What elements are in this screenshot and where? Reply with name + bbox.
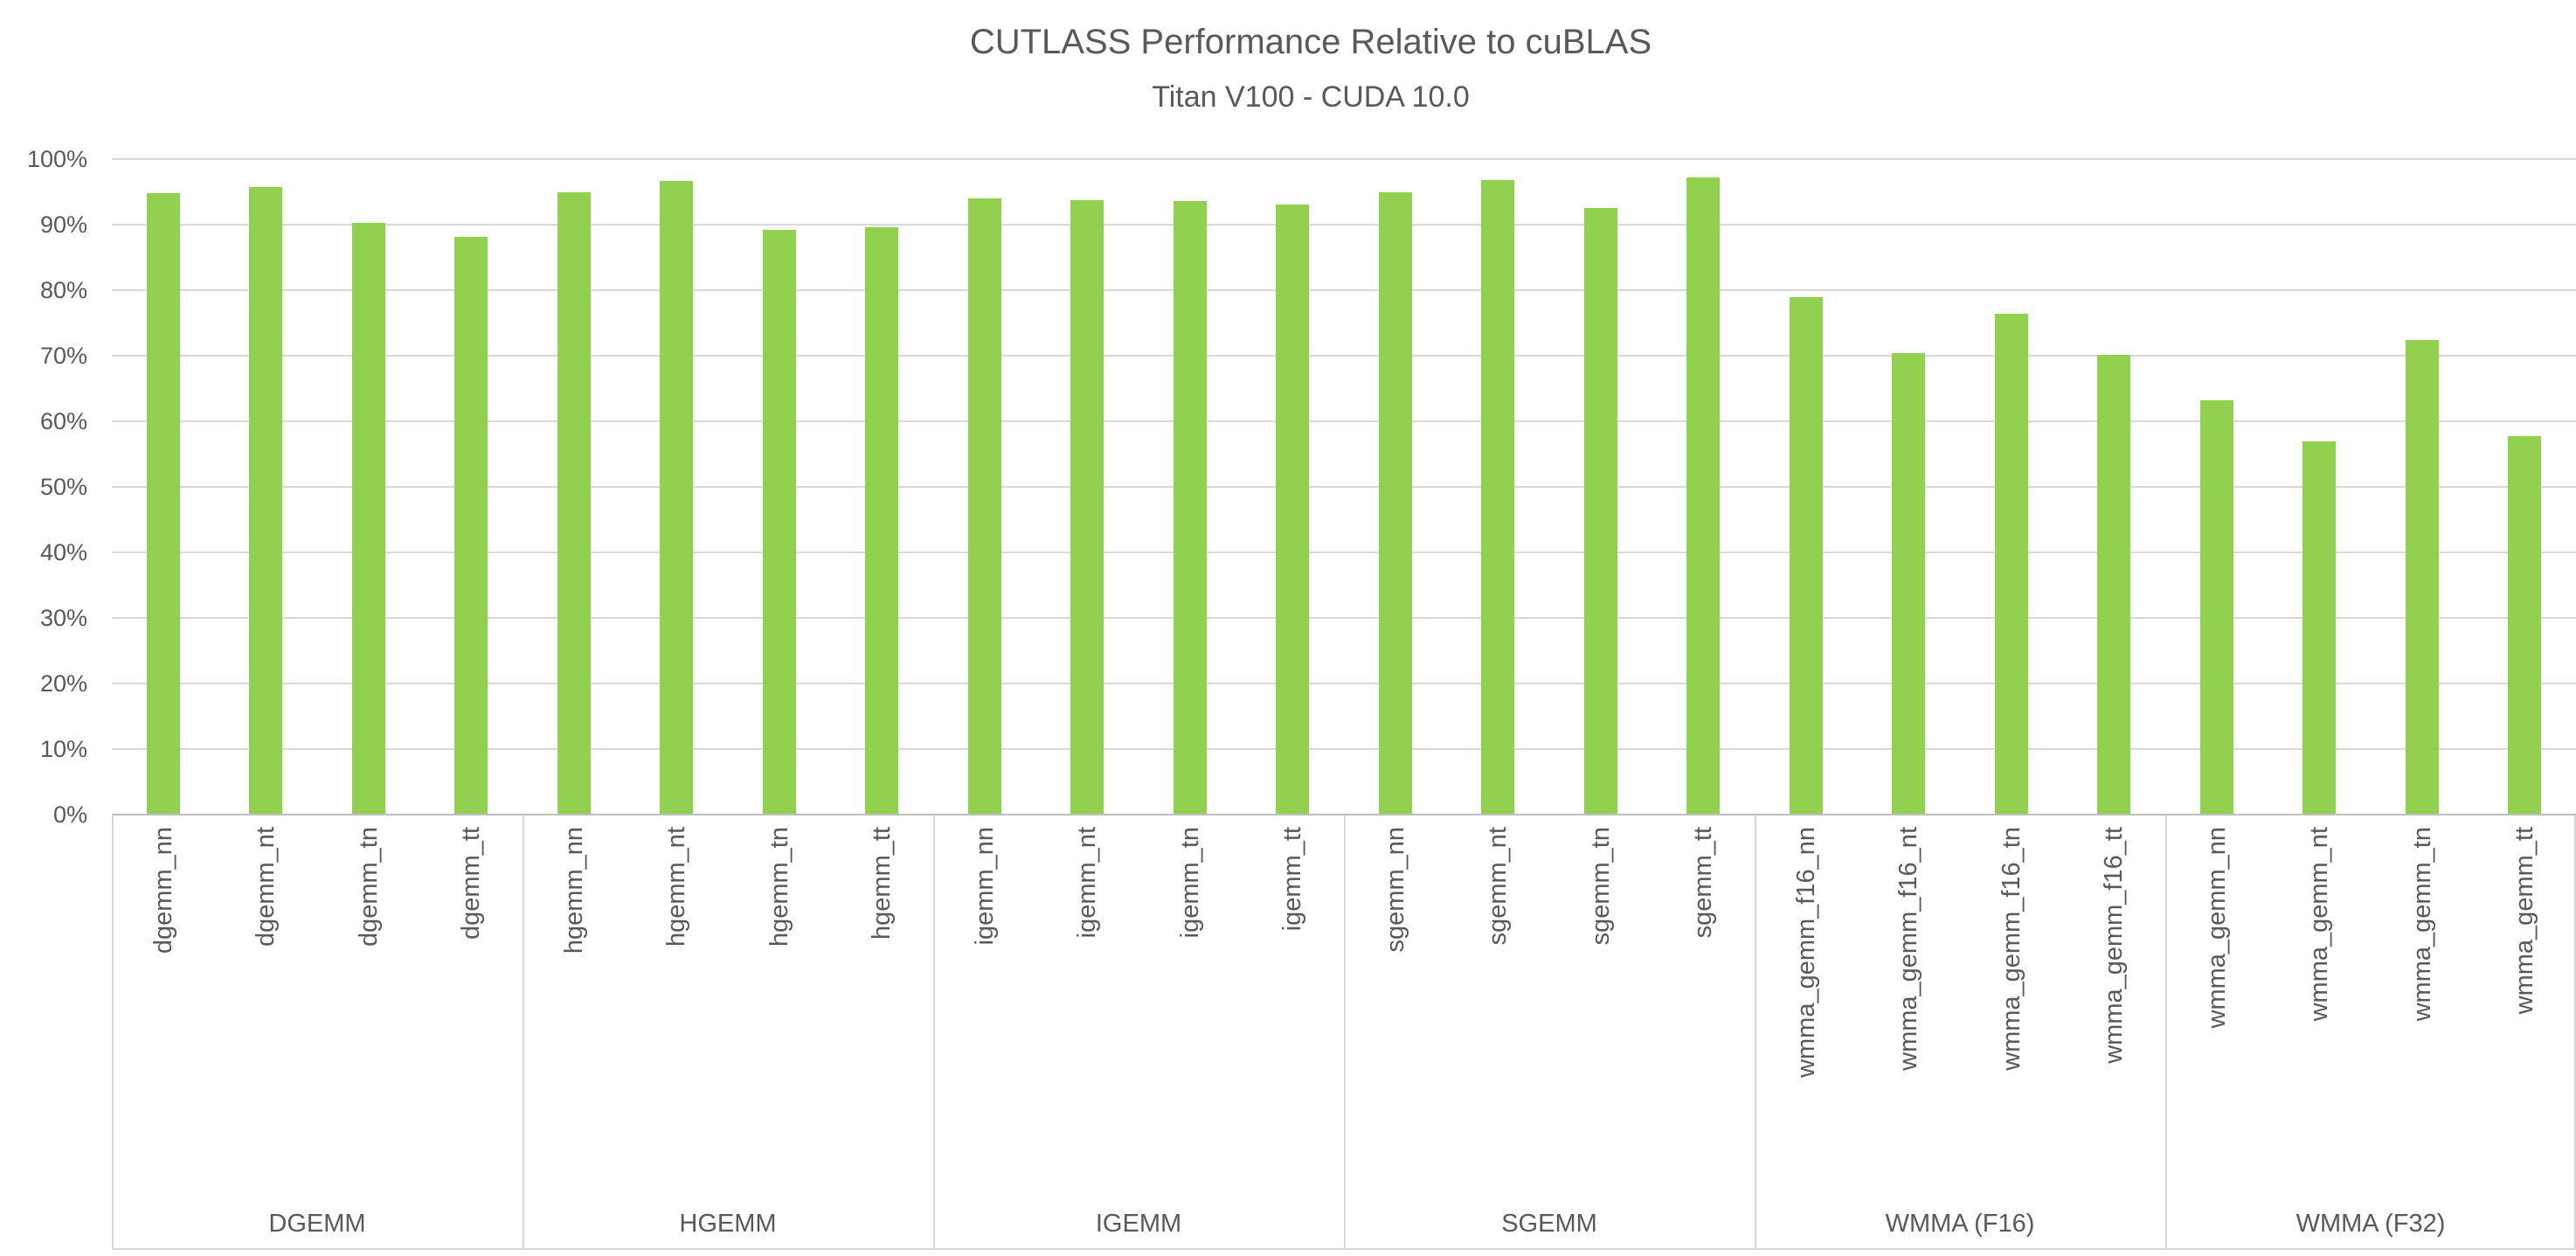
chart-subtitle: Titan V100 - CUDA 10.0 [1152,80,1470,114]
bar-label: igemm_tn [1175,827,1204,939]
bar-label: sgemm_nn [1381,827,1409,953]
gridline [112,420,2576,422]
gridline [112,158,2576,160]
bar-label: dgemm_nn [149,827,177,954]
gridline [112,683,2576,684]
bar-label: igemm_tt [1278,827,1307,932]
bar-label: sgemm_nt [1484,827,1513,946]
bar [865,227,899,815]
group-separator [2574,815,2576,1249]
group-separator [1344,815,1346,1249]
y-axis-label: 100% [26,146,87,172]
bar [1276,204,1310,815]
chart-title: CUTLASS Performance Relative to cuBLAS [969,23,1652,61]
gridline [112,224,2576,226]
y-axis-label: 40% [39,539,87,566]
bar-label: igemm_nt [1073,827,1102,939]
group-label: SGEMM [1501,1210,1597,1238]
bar [1070,199,1104,815]
bar-label: hgemm_nt [662,827,691,947]
bar [2405,340,2439,815]
bar-label: wmma_gemm_nn [2202,827,2231,1029]
bar-label: wmma_gemm_tt [2510,827,2539,1015]
y-axis-label: 80% [39,277,87,303]
group-label: HGEMM [679,1210,777,1238]
bar [1583,207,1617,815]
bar [2508,435,2542,815]
group-label: WMMA (F16) [1885,1210,2035,1238]
bar [1892,353,1926,815]
x-axis-line [112,814,2576,815]
bar [967,198,1001,815]
group-separator [1755,815,1756,1249]
group-label: IGEMM [1095,1210,1182,1238]
bar-label: wmma_gemm_f16_tn [1997,827,2025,1071]
group-label: WMMA (F32) [2296,1210,2446,1238]
group-separator [2165,815,2167,1249]
bar [2302,441,2337,815]
gridline [112,617,2576,619]
bar [762,230,796,815]
gridline [112,289,2576,291]
bar-label: sgemm_tt [1689,827,1718,939]
group-separator [112,815,114,1249]
bar-label: wmma_gemm_f16_nt [1894,827,1923,1071]
bar-label: sgemm_tn [1586,827,1615,946]
bar [1789,297,1823,815]
gridline [112,748,2576,750]
gridline [112,486,2576,488]
y-axis-label: 20% [39,670,87,697]
y-axis-label: 50% [39,474,87,500]
bar [1686,177,1721,815]
bar [2199,400,2233,815]
bar [249,187,283,815]
label-area-bottom-line [112,1248,2576,1250]
bar-label: dgemm_nt [252,827,280,947]
bar [1378,192,1412,815]
bar-label: dgemm_tt [457,827,486,940]
bar-label: wmma_gemm_f16_nn [1791,827,1820,1078]
bar-label: dgemm_tn [354,827,383,947]
bar [1481,180,1515,815]
y-axis-label: 10% [39,736,87,762]
bar [660,180,694,815]
bar [557,192,591,815]
bar [351,222,385,815]
bar [1994,314,2028,815]
y-axis-label: 30% [39,605,87,631]
y-axis-label: 0% [52,801,87,828]
bar-label: wmma_gemm_nt [2305,827,2334,1022]
bar [146,193,180,815]
y-axis-label: 70% [39,343,87,369]
y-axis-label: 90% [39,212,87,238]
bar-label: wmma_gemm_tn [2407,827,2436,1022]
bar-label: hgemm_tn [765,827,793,947]
bar [1173,201,1207,815]
group-separator [523,815,524,1249]
y-axis-label: 60% [39,408,87,434]
bar-label: wmma_gemm_f16_tt [2100,827,2129,1064]
bar-label: hgemm_tt [868,827,897,940]
bar [454,237,488,815]
gridline [112,355,2576,357]
gridline [112,552,2576,553]
bar-label: hgemm_nn [559,827,588,954]
group-label: DGEMM [268,1210,366,1238]
bar [2097,355,2131,815]
bar-label: igemm_nn [970,827,999,946]
group-separator [933,815,935,1249]
